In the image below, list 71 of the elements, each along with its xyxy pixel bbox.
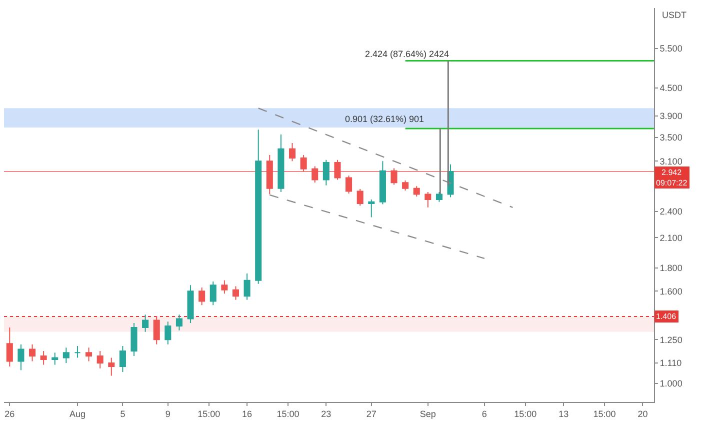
candlestick xyxy=(52,352,58,366)
annotation: 0.901 (32.61%) 901 xyxy=(345,114,424,124)
y-tick-label: 2.400 xyxy=(660,206,682,217)
candlestick xyxy=(312,166,318,184)
candlestick xyxy=(288,142,296,162)
candlestick xyxy=(119,346,126,373)
candlestick xyxy=(130,322,138,357)
x-tick-label: 26 xyxy=(4,408,15,419)
y-tick-label: 4.500 xyxy=(660,83,682,94)
y-tick-label: 1.250 xyxy=(660,334,682,345)
y-tick-label: 1.800 xyxy=(660,263,682,274)
x-tick-label: 23 xyxy=(321,408,332,419)
candlestick xyxy=(356,188,364,206)
x-tick-label: 5 xyxy=(120,408,126,419)
annotation: 2.424 (87.64%) 2424 xyxy=(365,49,450,59)
x-tick-label: 15:00 xyxy=(593,408,616,419)
candlestick xyxy=(255,129,262,284)
candlestick xyxy=(96,350,104,369)
candlestick xyxy=(18,344,24,371)
y-axis-title: USDT xyxy=(662,10,687,20)
candlestick xyxy=(368,199,375,218)
x-tick-label: 13 xyxy=(558,408,569,419)
y-tick-label: 2.100 xyxy=(660,232,682,243)
candlestick xyxy=(164,321,172,345)
y-tick-label: 1.600 xyxy=(660,286,682,296)
x-tick-label: 16 xyxy=(242,408,252,419)
y-tick-label: 1.000 xyxy=(660,378,682,389)
candlestick xyxy=(322,159,330,186)
ref-line-label: 2.942 09:07:22 xyxy=(656,168,688,188)
x-tick-label: Sep xyxy=(420,408,436,419)
candlestick xyxy=(198,286,206,306)
candlestick xyxy=(153,315,160,345)
x-tick-label: 6 xyxy=(482,408,487,419)
candlestick xyxy=(187,284,194,324)
candlestick xyxy=(62,347,70,364)
candlestick xyxy=(379,160,386,205)
candlestick xyxy=(86,347,92,362)
x-tick-label: 15:00 xyxy=(276,408,300,419)
candlestick xyxy=(176,314,182,331)
ref-line-label: 1.406 xyxy=(656,312,677,321)
candlestick xyxy=(334,159,341,180)
y-tick-label: 1.110 xyxy=(660,358,682,368)
x-tick-label: 15:00 xyxy=(198,408,220,419)
candlestick xyxy=(40,350,47,366)
candlestick xyxy=(221,280,228,294)
candlestick xyxy=(142,314,149,332)
candlestick xyxy=(108,357,115,376)
y-tick-label: 3.100 xyxy=(660,156,682,166)
y-tick-label: 5.500 xyxy=(660,44,682,54)
candlestick xyxy=(424,191,432,208)
candlestick xyxy=(210,281,216,306)
candlestick xyxy=(390,168,398,186)
candlestick xyxy=(266,154,273,195)
candlestick xyxy=(6,326,13,368)
candlestick xyxy=(244,273,250,300)
x-tick-label: Aug xyxy=(69,408,86,419)
candlestick xyxy=(436,191,442,202)
candlestick xyxy=(413,186,420,197)
y-tick-label: 3.900 xyxy=(660,111,682,122)
candlestick xyxy=(232,286,240,300)
candlestick xyxy=(278,134,284,192)
candlestick xyxy=(74,346,81,358)
x-tick-label: 15:00 xyxy=(514,408,537,419)
candlestick xyxy=(300,154,307,172)
candlestick xyxy=(28,344,36,362)
x-tick-label: 27 xyxy=(366,408,376,419)
candlestick xyxy=(346,175,352,194)
x-tick-label: 9 xyxy=(165,408,170,419)
y-tick-label: 3.500 xyxy=(660,132,682,142)
x-tick-label: 20 xyxy=(638,408,648,419)
candlestick xyxy=(402,180,409,192)
